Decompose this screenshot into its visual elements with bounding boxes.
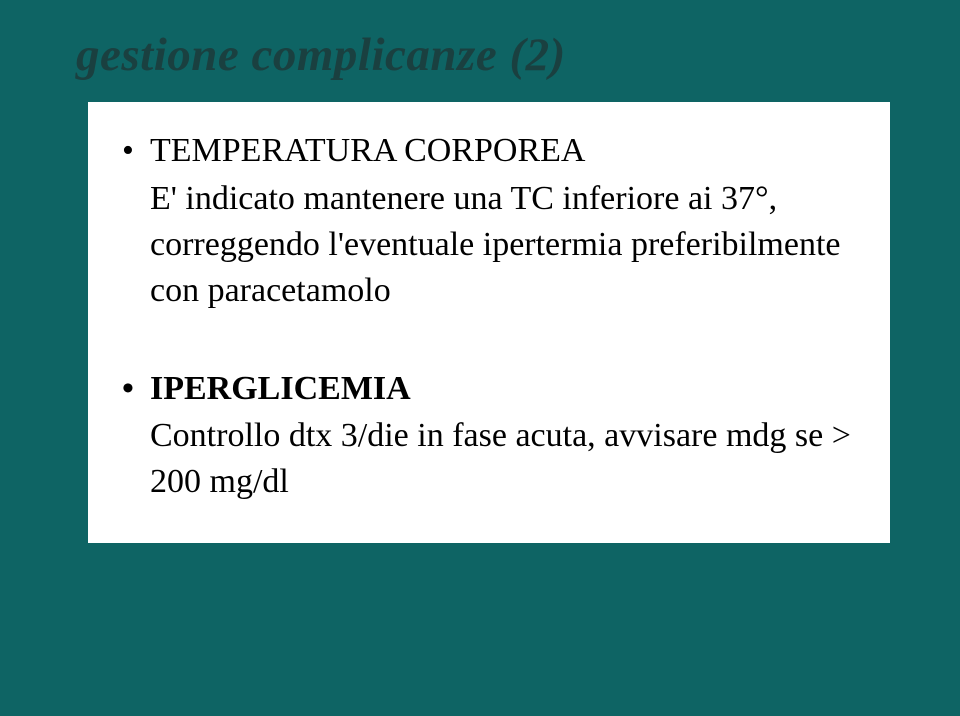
- body-iperglicemia: Controllo dtx 3/die in fase acuta, avvis…: [120, 413, 860, 505]
- slide: gestione complicanze (2) TEMPERATURA COR…: [0, 0, 960, 716]
- bullet-list: TEMPERATURA CORPOREA E' indicato mantene…: [120, 128, 860, 505]
- spacer: [120, 322, 860, 366]
- bullet-item-iperglicemia: IPERGLICEMIA: [120, 366, 860, 412]
- heading-iperglicemia: IPERGLICEMIA: [150, 370, 411, 407]
- body-temperature: E' indicato mantenere una TC inferiore a…: [120, 176, 860, 314]
- content-box: TEMPERATURA CORPOREA E' indicato mantene…: [88, 102, 890, 543]
- slide-title: gestione complicanze (2): [40, 28, 920, 82]
- bullet-item-temperature: TEMPERATURA CORPOREA: [120, 128, 860, 174]
- heading-temperature: TEMPERATURA CORPOREA: [150, 132, 585, 169]
